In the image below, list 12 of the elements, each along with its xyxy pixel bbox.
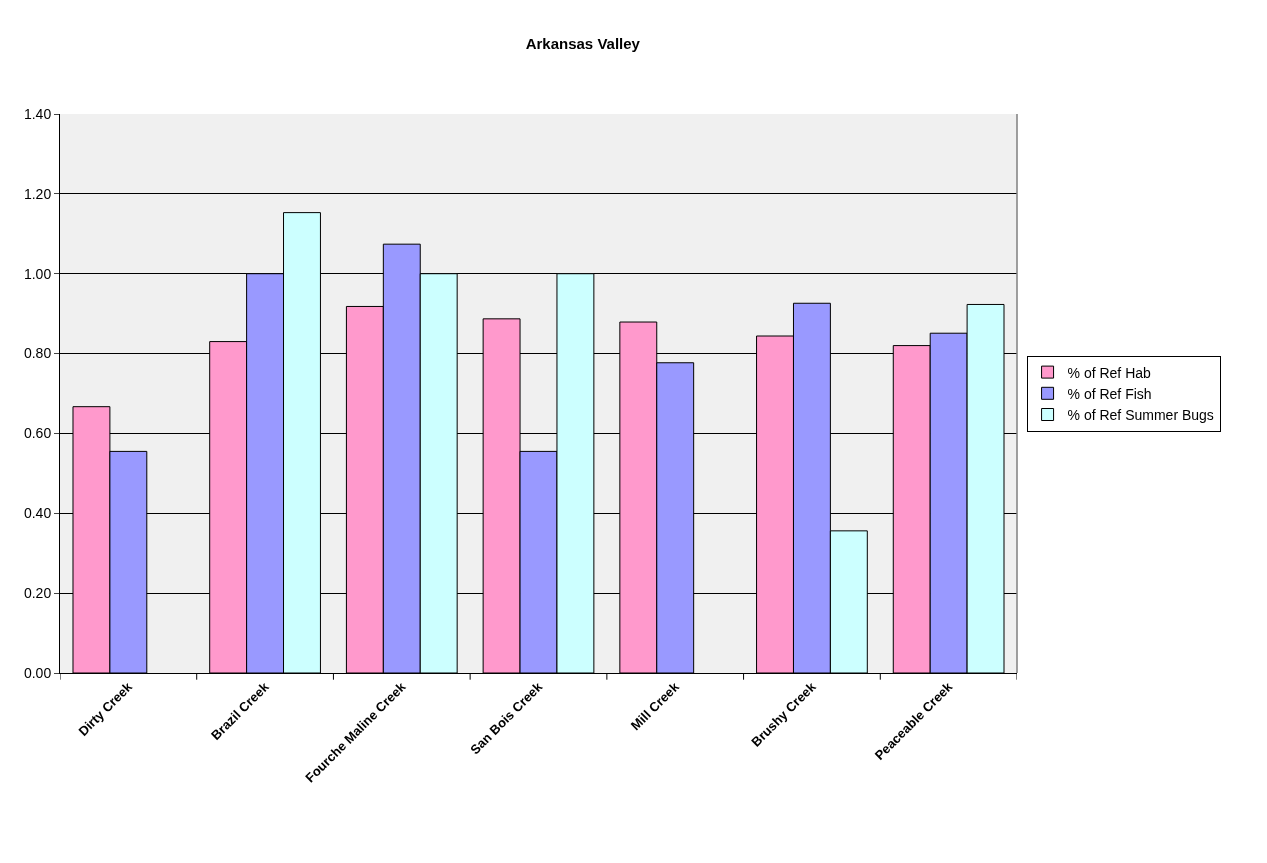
chart-title: Arkansas Valley: [525, 35, 641, 53]
legend-label: % of Ref Fish: [1067, 385, 1152, 402]
y-tick-label: 0.00: [23, 664, 52, 681]
legend-label: % of Ref Summer Bugs: [1067, 406, 1214, 423]
y-tick-label: 1.40: [23, 105, 52, 122]
y-tick-label: 1.00: [23, 265, 52, 282]
y-tick-label: 0.40: [23, 505, 52, 522]
y-tick-label: 0.80: [23, 345, 52, 362]
y-tick-label: 0.60: [23, 425, 52, 442]
legend-label: % of Ref Hab: [1067, 364, 1152, 381]
y-tick-label: 0.20: [23, 585, 52, 602]
y-tick-label: 1.20: [23, 185, 52, 202]
